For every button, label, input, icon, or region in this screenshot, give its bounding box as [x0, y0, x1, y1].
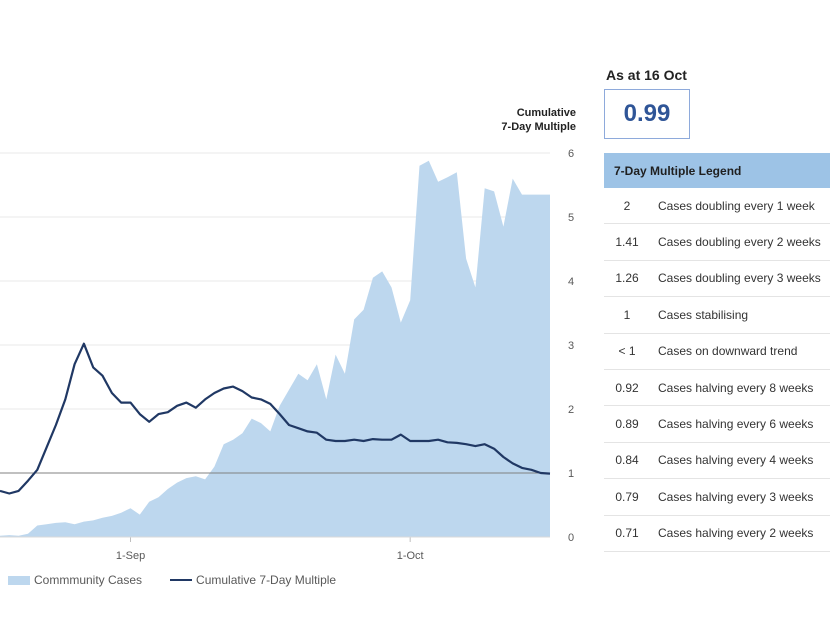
legend-row-value: < 1 — [604, 333, 650, 370]
y-tick-label: 5 — [568, 212, 574, 224]
legend-row-value: 0.92 — [604, 369, 650, 407]
legend-row: 1.41 Cases doubling every 2 weeks — [604, 223, 830, 261]
legend-swatch-line — [170, 579, 193, 581]
y-axis-ticks: 0 1 2 3 4 5 6 — [568, 148, 574, 544]
x-axis-ticks: 1-Sep 1-Oct — [0, 536, 550, 562]
y-tick-label: 2 — [568, 404, 574, 416]
legend-label-cases: Commmunity Cases — [34, 573, 143, 587]
legend-row-value: 1 — [604, 296, 650, 334]
current-multiple-value: 0.99 — [604, 89, 690, 139]
legend-row-description: Cases doubling every 2 weeks — [650, 223, 830, 261]
legend-row: 0.71 Cases halving every 2 weeks — [604, 515, 830, 552]
right-axis-title-line-1: Cumulative — [516, 107, 576, 119]
legend-row: 0.89 Cases halving every 6 weeks — [604, 405, 830, 443]
legend-swatch-area — [8, 575, 30, 585]
x-tick-label: 1-Oct — [397, 550, 424, 562]
legend-row-description: Cases doubling every 1 week — [650, 188, 830, 225]
legend-row-description: Cases halving every 6 weeks — [650, 405, 830, 443]
legend-row-description: Cases halving every 3 weeks — [650, 478, 830, 516]
chart-legend: Commmunity Cases Cumulative 7-Day Multip… — [8, 573, 336, 587]
y-tick-label: 0 — [568, 532, 574, 544]
legend-row-description: Cases doubling every 3 weeks — [650, 260, 830, 298]
right-axis-title-line-2: 7-Day Multiple — [501, 121, 576, 133]
legend-row: 2 Cases doubling every 1 week — [604, 188, 830, 225]
legend-row-description: Cases stabilising — [650, 296, 830, 334]
legend-row-value: 2 — [604, 188, 650, 225]
legend-row-description: Cases on downward trend — [650, 333, 830, 370]
legend-row-description: Cases halving every 4 weeks — [650, 442, 830, 480]
legend-row-value: 1.41 — [604, 223, 650, 261]
legend-table-body: 2 Cases doubling every 1 week 1.41 Cases do… — [604, 188, 830, 552]
x-tick-label: 1-Sep — [116, 550, 145, 562]
legend-label-multiple: Cumulative 7-Day Multiple — [196, 573, 337, 587]
legend-row-value: 0.79 — [604, 478, 650, 516]
right-axis-title: Cumulative 7-Day Multiple — [470, 106, 576, 134]
legend-row: 1 Cases stabilising — [604, 296, 830, 334]
legend-row: 0.84 Cases halving every 4 weeks — [604, 442, 830, 480]
y-tick-label: 6 — [568, 148, 574, 160]
legend-row: 0.79 Cases halving every 3 weeks — [604, 478, 830, 516]
legend-row: < 1 Cases on downward trend — [604, 333, 830, 370]
legend-row: 1.26 Cases doubling every 3 weeks — [604, 260, 830, 298]
legend-row-value: 1.26 — [604, 260, 650, 298]
cumulative-multiple-line — [0, 342, 551, 495]
y-tick-label: 4 — [568, 276, 574, 288]
multiple-legend-table: 7-Day Multiple Legend 2 Cases doubling ev… — [604, 153, 830, 552]
legend-table-title: 7-Day Multiple Legend — [604, 153, 830, 188]
legend-row-value: 0.71 — [604, 515, 650, 552]
legend-row-value: 0.84 — [604, 442, 650, 480]
community-cases-area — [0, 160, 550, 537]
legend-row-description: Cases halving every 8 weeks — [650, 369, 830, 407]
y-tick-label: 1 — [568, 468, 574, 480]
legend-row-description: Cases halving every 2 weeks — [650, 515, 830, 552]
as-at-label: As at 16 Oct — [606, 67, 687, 83]
legend-row-value: 0.89 — [604, 405, 650, 443]
legend-row: 0.92 Cases halving every 8 weeks — [604, 369, 830, 407]
y-tick-label: 3 — [568, 340, 574, 352]
